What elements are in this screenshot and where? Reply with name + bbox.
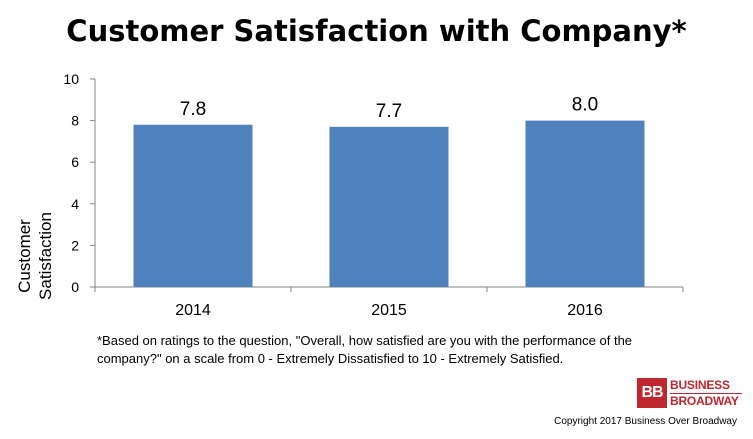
business-broadway-logo: BB BUSINESS BROADWAY xyxy=(637,378,742,408)
footnote: *Based on ratings to the question, "Over… xyxy=(97,333,633,366)
logo-mark: BB xyxy=(637,378,667,408)
x-tick-label: 2015 xyxy=(371,302,407,319)
data-label: 8.0 xyxy=(572,95,598,116)
logo-line-1: BUSINESS xyxy=(670,378,742,394)
y-tick-label: 6 xyxy=(71,154,79,170)
copyright-text: Copyright 2017 Business Over Broadway xyxy=(554,416,737,427)
y-tick-label: 0 xyxy=(71,279,79,295)
x-tick-label: 2016 xyxy=(567,302,603,319)
logo-line-2: BROADWAY xyxy=(670,394,739,408)
y-tick-label: 8 xyxy=(71,113,79,129)
bar-chart: 0 2 4 6 8 10 7.8 2014 7.7 2015 8.0 2016 xyxy=(63,71,684,319)
y-tick-label: 10 xyxy=(63,71,79,87)
chart-title: Customer Satisfaction with Company* xyxy=(66,14,687,48)
data-label: 7.8 xyxy=(180,99,206,120)
y-tick-label: 2 xyxy=(71,237,79,253)
y-tick-label: 4 xyxy=(71,196,79,212)
data-label: 7.7 xyxy=(376,101,402,122)
bar xyxy=(133,124,253,287)
logo-text: BUSINESS BROADWAY xyxy=(670,378,742,408)
bar xyxy=(525,120,645,287)
bar xyxy=(329,126,449,287)
x-tick-label: 2014 xyxy=(175,302,211,319)
